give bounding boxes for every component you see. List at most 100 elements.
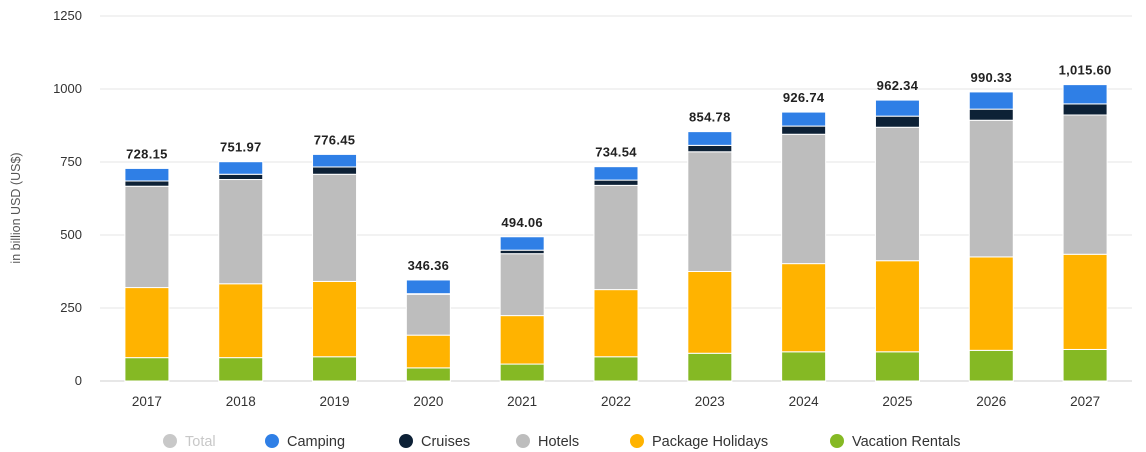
bar-segment-cruises[interactable] — [874, 115, 920, 128]
y-tick-label: 250 — [60, 300, 82, 315]
x-tick-label: 2023 — [695, 394, 725, 409]
bar-segment-package-holidays[interactable] — [874, 260, 920, 353]
bar-segment-hotels[interactable] — [687, 151, 733, 272]
legend-label: Hotels — [538, 434, 579, 450]
bar-segment-package-holidays[interactable] — [499, 315, 545, 365]
bar-segment-hotels[interactable] — [968, 119, 1014, 258]
total-data-label: 854.78 — [689, 110, 731, 125]
bar-segment-package-holidays[interactable] — [1062, 253, 1108, 350]
legend-label: Cruises — [421, 434, 470, 450]
legend-marker — [163, 434, 177, 448]
total-data-label: 494.06 — [501, 215, 543, 230]
bar-segment-camping[interactable] — [874, 99, 920, 117]
total-labels: 728.15 751.97 776.45 346.36 494.06 734.54 854.… — [126, 63, 1111, 273]
legend-marker — [516, 434, 530, 448]
legend-label: Package Holidays — [652, 434, 768, 450]
bar-segment-vacation-rentals[interactable] — [1062, 348, 1108, 382]
x-tick-label: 2020 — [413, 394, 443, 409]
bar-segment-cruises[interactable] — [593, 179, 639, 186]
legend-item-hotels[interactable]: Hotels — [516, 434, 579, 450]
y-axis-label: in billion USD (US$) — [9, 152, 23, 263]
total-data-label: 1,015.60 — [1059, 63, 1112, 78]
bar-segment-camping[interactable] — [124, 167, 170, 182]
legend-item-cruises[interactable]: Cruises — [399, 434, 470, 450]
bar-segment-hotels[interactable] — [312, 173, 358, 282]
total-data-label: 751.97 — [220, 140, 262, 155]
y-tick-label: 1250 — [53, 8, 82, 23]
total-data-label: 728.15 — [126, 146, 168, 161]
bar-segment-camping[interactable] — [218, 161, 264, 175]
total-data-label: 734.54 — [595, 145, 637, 160]
bar-segment-package-holidays[interactable] — [312, 280, 358, 358]
bar-segment-vacation-rentals[interactable] — [781, 351, 827, 382]
bar-segment-hotels[interactable] — [405, 293, 451, 336]
bar-segment-camping[interactable] — [593, 166, 639, 181]
bar-segment-camping[interactable] — [405, 279, 451, 295]
legend-item-vacation-rentals[interactable]: Vacation Rentals — [830, 434, 961, 450]
bar-segment-cruises[interactable] — [124, 180, 170, 187]
bar-segment-cruises[interactable] — [218, 173, 264, 181]
bar-segment-package-holidays[interactable] — [405, 334, 451, 369]
x-tick-label: 2024 — [789, 394, 820, 409]
legend-item-package-holidays[interactable]: Package Holidays — [630, 434, 768, 450]
x-tick-label: 2022 — [601, 394, 631, 409]
y-tick-label: 750 — [60, 154, 82, 169]
x-tick-label: 2019 — [320, 394, 350, 409]
total-data-label: 962.34 — [877, 78, 919, 93]
y-tick-label: 500 — [60, 227, 82, 242]
bar-segment-cruises[interactable] — [1062, 103, 1108, 116]
bar-segment-camping[interactable] — [499, 236, 545, 251]
bar-segment-vacation-rentals[interactable] — [687, 352, 733, 382]
legend: Total Camping Cruises Hotels Package Holiday… — [163, 434, 961, 450]
bar-segment-cruises[interactable] — [968, 108, 1014, 121]
bar-segment-vacation-rentals[interactable] — [124, 357, 170, 382]
x-tick-label: 2018 — [226, 394, 256, 409]
y-tick-label: 0 — [75, 373, 82, 388]
legend-label: Total — [185, 434, 216, 450]
legend-item-camping[interactable]: Camping — [265, 434, 345, 450]
bar-segment-hotels[interactable] — [124, 185, 170, 289]
bar-segment-cruises[interactable] — [499, 249, 545, 255]
legend-label: Camping — [287, 434, 345, 450]
bar-segment-hotels[interactable] — [781, 133, 827, 265]
bar-segment-hotels[interactable] — [1062, 114, 1108, 255]
legend-marker — [630, 434, 644, 448]
legend-marker — [265, 434, 279, 448]
bar-segment-vacation-rentals[interactable] — [499, 363, 545, 382]
bar-segment-vacation-rentals[interactable] — [405, 367, 451, 382]
bar-segment-package-holidays[interactable] — [968, 256, 1014, 351]
bar-segment-vacation-rentals[interactable] — [218, 357, 264, 382]
bar-segment-vacation-rentals[interactable] — [593, 356, 639, 382]
bar-segment-camping[interactable] — [312, 153, 358, 168]
y-tick-label: 1000 — [53, 81, 82, 96]
bar-segment-hotels[interactable] — [593, 184, 639, 291]
legend-item-total[interactable]: Total — [163, 434, 216, 450]
bar-segment-hotels[interactable] — [499, 253, 545, 317]
bar-segment-vacation-rentals[interactable] — [968, 349, 1014, 382]
bar-segment-camping[interactable] — [781, 111, 827, 127]
bar-segment-package-holidays[interactable] — [218, 283, 264, 359]
bar-segment-package-holidays[interactable] — [781, 263, 827, 353]
bar-segment-hotels[interactable] — [218, 179, 264, 285]
bar-segment-vacation-rentals[interactable] — [312, 356, 358, 382]
bar-segment-cruises[interactable] — [312, 166, 358, 175]
total-data-label: 990.33 — [970, 70, 1012, 85]
x-tick-label: 2021 — [507, 394, 537, 409]
bar-segment-hotels[interactable] — [874, 126, 920, 262]
bar-segment-package-holidays[interactable] — [593, 289, 639, 358]
bar-segment-package-holidays[interactable] — [124, 287, 170, 359]
bar-segment-camping[interactable] — [968, 91, 1014, 110]
bar-segment-cruises[interactable] — [687, 144, 733, 153]
legend-label: Vacation Rentals — [852, 434, 961, 450]
bar-segment-camping[interactable] — [1062, 84, 1108, 105]
total-data-label: 776.45 — [314, 132, 356, 147]
bars — [124, 84, 1108, 382]
total-data-label: 926.74 — [783, 90, 825, 105]
bar-segment-vacation-rentals[interactable] — [874, 351, 920, 382]
x-tick-label: 2027 — [1070, 394, 1100, 409]
bar-segment-camping[interactable] — [687, 131, 733, 146]
bar-segment-package-holidays[interactable] — [687, 271, 733, 354]
y-axis-ticks: 0 250 500 750 1000 1250 — [53, 8, 82, 388]
bar-segment-cruises[interactable] — [781, 125, 827, 135]
